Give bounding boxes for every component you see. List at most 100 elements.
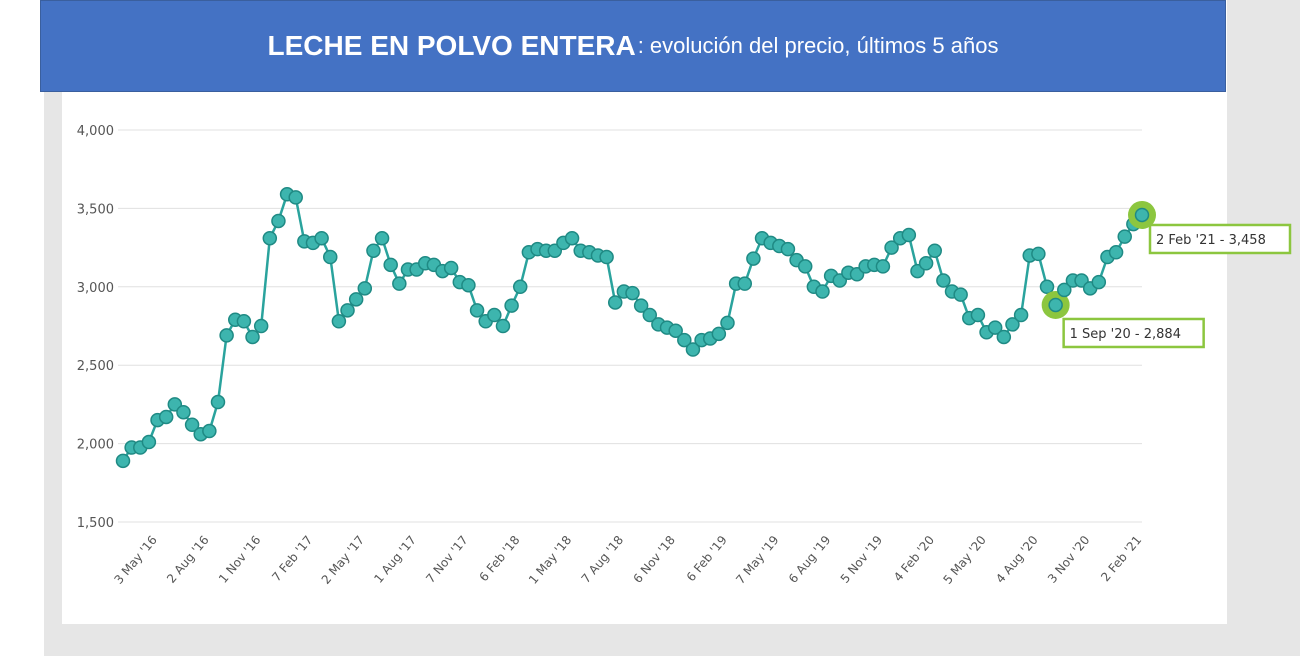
data-point bbox=[668, 323, 683, 338]
title-bold: LECHE EN POLVO ENTERA bbox=[267, 30, 636, 61]
y-tick-label: 3,500 bbox=[77, 202, 114, 217]
data-point bbox=[1057, 282, 1072, 298]
data-point bbox=[176, 404, 191, 420]
data-point bbox=[987, 320, 1003, 335]
data-point bbox=[253, 318, 269, 334]
data-point bbox=[115, 453, 131, 469]
data-point bbox=[564, 230, 580, 246]
data-point bbox=[901, 227, 917, 243]
y-tick-label: 4,000 bbox=[77, 124, 114, 139]
data-point bbox=[219, 328, 234, 343]
x-tick-label: 5 Nov '19 bbox=[838, 533, 886, 586]
data-point bbox=[711, 326, 727, 342]
title-subtitle: : evolución del precio, últimos 5 años bbox=[637, 33, 999, 58]
data-point bbox=[348, 292, 364, 307]
data-point bbox=[262, 230, 278, 246]
x-tick-label: 1 Aug '17 bbox=[371, 533, 419, 586]
y-tick-label: 3,000 bbox=[77, 281, 114, 296]
data-point bbox=[1005, 317, 1020, 332]
y-tick-label: 1,500 bbox=[77, 516, 114, 531]
data-point bbox=[357, 281, 373, 296]
x-tick-label: 4 Aug '20 bbox=[993, 533, 1041, 586]
data-point bbox=[141, 434, 157, 450]
data-point bbox=[625, 285, 640, 301]
data-point bbox=[633, 298, 649, 313]
data-point bbox=[461, 277, 476, 293]
x-tick-label: 7 May '19 bbox=[733, 533, 781, 587]
x-tick-label: 7 Aug '18 bbox=[579, 533, 627, 586]
data-point bbox=[512, 279, 528, 295]
x-tick-label: 2 May '17 bbox=[319, 533, 367, 587]
x-tick-label: 4 Feb '20 bbox=[891, 533, 937, 584]
data-point bbox=[815, 284, 830, 299]
data-point bbox=[1048, 297, 1063, 313]
x-tick-label: 5 May '20 bbox=[940, 533, 988, 587]
line-chart: 1,500 2,000 2,500 3,000 3,500 4,000 3 May '16… bbox=[77, 124, 1156, 587]
data-point bbox=[374, 230, 390, 246]
y-tick-label: 2,000 bbox=[77, 438, 114, 453]
data-point bbox=[996, 329, 1012, 345]
data-point bbox=[685, 342, 701, 357]
data-point bbox=[184, 417, 200, 433]
data-point bbox=[487, 307, 502, 323]
x-tick-label: 6 Feb '19 bbox=[684, 533, 730, 584]
data-point bbox=[720, 315, 735, 331]
data-point bbox=[323, 249, 338, 265]
x-tick-label: 7 Nov '17 bbox=[423, 533, 471, 586]
left-background-strip bbox=[44, 92, 62, 632]
data-point bbox=[953, 287, 968, 302]
x-tick-label: 2 Feb '21 bbox=[1098, 533, 1144, 584]
data-point bbox=[340, 303, 355, 318]
grid-layer bbox=[118, 129, 1142, 523]
data-point bbox=[970, 307, 986, 323]
x-tick-label: 3 May '16 bbox=[111, 533, 159, 587]
data-point bbox=[599, 249, 614, 265]
bottom-background-panel bbox=[44, 624, 1300, 656]
data-point bbox=[875, 259, 891, 274]
x-tick-label: 1 May '18 bbox=[526, 533, 574, 587]
x-tick-label: 6 Feb '18 bbox=[476, 533, 522, 584]
data-point bbox=[158, 409, 174, 425]
x-tick-label: 6 Aug '19 bbox=[786, 533, 834, 586]
data-point bbox=[918, 256, 934, 271]
y-tick-label: 2,500 bbox=[77, 359, 114, 374]
data-point bbox=[936, 273, 951, 288]
data-point bbox=[780, 241, 796, 257]
data-point bbox=[607, 295, 623, 310]
data-point bbox=[642, 307, 658, 323]
data-point bbox=[884, 240, 899, 255]
chart-area: 1,500 2,000 2,500 3,000 3,500 4,000 3 May '16… bbox=[62, 92, 1226, 624]
data-point bbox=[443, 260, 459, 276]
data-point bbox=[210, 394, 226, 410]
data-point bbox=[1134, 207, 1150, 223]
x-axis: 3 May '16 2 Aug '16 1 Nov '16 7 Feb '17 2 Ma… bbox=[111, 533, 1144, 587]
data-point bbox=[1031, 246, 1046, 262]
x-tick-label: 1 Nov '16 bbox=[216, 533, 264, 586]
data-point bbox=[366, 243, 381, 258]
data-point bbox=[495, 318, 511, 334]
data-point bbox=[288, 190, 303, 205]
y-axis: 1,500 2,000 2,500 3,000 3,500 4,000 bbox=[77, 124, 114, 531]
data-point bbox=[737, 276, 753, 291]
x-tick-label: 2 Aug '16 bbox=[164, 533, 212, 586]
data-point bbox=[331, 314, 347, 329]
data-point bbox=[383, 257, 398, 273]
data-point bbox=[1013, 307, 1029, 323]
right-background-panel bbox=[1227, 0, 1300, 656]
data-point bbox=[746, 251, 761, 266]
data-point bbox=[677, 332, 692, 348]
data-point bbox=[927, 243, 942, 258]
data-point bbox=[797, 259, 813, 274]
x-tick-label: 7 Feb '17 bbox=[269, 533, 315, 584]
data-point bbox=[469, 303, 485, 318]
title-banner: LECHE EN POLVO ENTERA : evolución del pr… bbox=[40, 0, 1226, 92]
data-point bbox=[1108, 245, 1124, 260]
data-point bbox=[236, 314, 252, 329]
data-point bbox=[245, 329, 260, 345]
data-point bbox=[504, 298, 519, 313]
data-point bbox=[392, 276, 407, 291]
x-tick-label: 6 Nov '18 bbox=[630, 533, 678, 586]
data-point bbox=[202, 423, 217, 439]
data-point bbox=[1091, 274, 1107, 290]
data-point bbox=[1039, 279, 1055, 295]
